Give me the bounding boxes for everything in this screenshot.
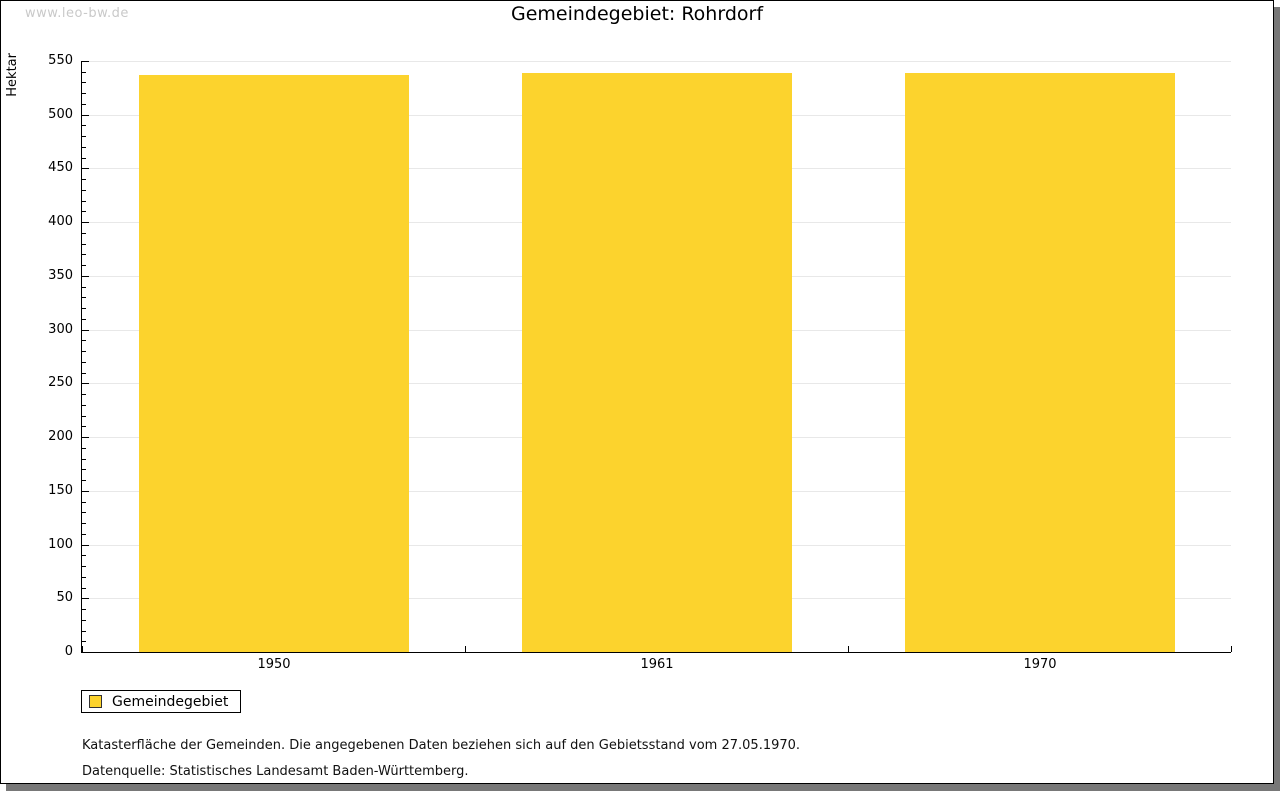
y-axis-minor-tick bbox=[82, 512, 86, 514]
x-axis-category-label: 1961 bbox=[640, 657, 674, 672]
x-axis-category-label: 1950 bbox=[257, 657, 291, 672]
y-axis-minor-tick bbox=[82, 447, 86, 449]
y-axis-minor-tick bbox=[82, 394, 86, 396]
y-axis-minor-tick bbox=[82, 243, 86, 245]
y-axis-major-tick bbox=[82, 275, 89, 277]
y-axis-minor-tick bbox=[82, 372, 86, 374]
y-axis-minor-tick bbox=[82, 523, 86, 525]
watermark: www.leo-bw.de bbox=[25, 6, 129, 21]
plot-area: 0 50 100 150 200 250 300 350 400 450 500 550 1950 196… bbox=[48, 53, 1232, 672]
y-axis-minor-tick bbox=[82, 630, 86, 632]
y-axis-minor-tick bbox=[82, 501, 86, 503]
y-axis-minor-tick bbox=[82, 318, 86, 320]
y-axis-tick-label: 150 bbox=[48, 482, 73, 498]
y-axis-minor-tick bbox=[82, 146, 86, 148]
y-axis-minor-tick bbox=[82, 211, 86, 213]
y-axis-minor-tick bbox=[82, 587, 86, 589]
x-axis-category-label: 1970 bbox=[1023, 657, 1057, 672]
y-axis-minor-tick bbox=[82, 125, 86, 127]
y-axis-minor-tick bbox=[82, 200, 86, 202]
y-axis-minor-tick bbox=[82, 232, 86, 234]
y-axis-minor-tick bbox=[82, 576, 86, 578]
y-axis-major-tick bbox=[82, 383, 89, 385]
y-axis-minor-tick bbox=[82, 404, 86, 406]
y-axis-minor-tick bbox=[82, 179, 86, 181]
y-axis-major-tick bbox=[82, 222, 89, 224]
x-axis-tick bbox=[1231, 646, 1232, 652]
y-axis-major-tick bbox=[82, 437, 89, 439]
y-axis-minor-tick bbox=[82, 555, 86, 557]
y-axis-minor-tick bbox=[82, 286, 86, 288]
y-axis-major-tick bbox=[82, 598, 89, 600]
y-axis-minor-tick bbox=[82, 566, 86, 568]
y-axis-tick-label: 400 bbox=[48, 214, 73, 230]
y-axis-minor-tick bbox=[82, 609, 86, 611]
y-axis-minor-tick bbox=[82, 641, 86, 643]
bar-1950 bbox=[139, 74, 409, 652]
y-axis-minor-tick bbox=[82, 254, 86, 256]
y-axis-minor-tick bbox=[82, 351, 86, 353]
y-axis-tick-label: 300 bbox=[48, 321, 73, 337]
y-axis-minor-tick bbox=[82, 619, 86, 621]
x-axis-tick bbox=[465, 646, 466, 652]
y-axis-major-tick bbox=[82, 114, 89, 116]
y-axis-major-tick bbox=[82, 168, 89, 170]
bar-1961 bbox=[522, 72, 792, 652]
y-axis-major-tick bbox=[82, 652, 89, 653]
footnote-data-source: Datenquelle: Statistisches Landesamt Bad… bbox=[82, 764, 469, 779]
y-axis-tick-label: 50 bbox=[56, 590, 73, 606]
y-axis-minor-tick bbox=[82, 480, 86, 482]
x-axis-tick bbox=[848, 646, 849, 652]
y-axis-tick-label: 250 bbox=[48, 375, 73, 391]
y-axis-minor-tick bbox=[82, 189, 86, 191]
y-axis-minor-tick bbox=[82, 136, 86, 138]
chart-title: Gemeindegebiet: Rohrdorf bbox=[510, 3, 764, 25]
x-axis-tick bbox=[82, 646, 83, 652]
y-axis-minor-tick bbox=[82, 265, 86, 267]
y-axis-minor-tick bbox=[82, 297, 86, 299]
y-axis-major-tick bbox=[82, 61, 89, 62]
y-axis-minor-tick bbox=[82, 93, 86, 95]
y-axis-tick-label: 0 bbox=[64, 644, 73, 659]
y-axis-minor-tick bbox=[82, 340, 86, 342]
y-axis-minor-tick bbox=[82, 361, 86, 363]
y-axis-major-tick bbox=[82, 329, 89, 331]
y-axis-minor-tick bbox=[82, 82, 86, 84]
y-axis-tick-label: 200 bbox=[48, 429, 73, 445]
footnote-source-note: Katasterfläche der Gemeinden. Die angege… bbox=[82, 738, 801, 753]
legend: Gemeindegebiet bbox=[81, 690, 242, 713]
bar-1970 bbox=[905, 72, 1175, 652]
y-axis-minor-tick bbox=[82, 103, 86, 105]
y-axis-major-tick bbox=[82, 544, 89, 546]
y-axis-tick-label: 450 bbox=[48, 160, 73, 176]
y-axis-tick-label: 100 bbox=[48, 536, 73, 552]
y-axis-minor-tick bbox=[82, 415, 86, 417]
gridline-550 bbox=[82, 61, 1231, 62]
y-axis-minor-tick bbox=[82, 157, 86, 159]
y-axis-minor-tick bbox=[82, 71, 86, 73]
y-axis-minor-tick bbox=[82, 308, 86, 310]
y-axis-title: Hektar bbox=[5, 53, 20, 97]
legend-label: Gemeindegebiet bbox=[112, 693, 229, 710]
y-axis-tick-label: 350 bbox=[48, 267, 73, 283]
y-axis-major-tick bbox=[82, 490, 89, 492]
y-axis-minor-tick bbox=[82, 426, 86, 428]
y-axis-tick-label: 500 bbox=[48, 106, 73, 122]
y-axis-minor-tick bbox=[82, 458, 86, 460]
legend-swatch bbox=[89, 695, 102, 708]
y-axis-minor-tick bbox=[82, 533, 86, 535]
y-axis-tick-label: 550 bbox=[48, 53, 73, 68]
y-axis-minor-tick bbox=[82, 469, 86, 471]
